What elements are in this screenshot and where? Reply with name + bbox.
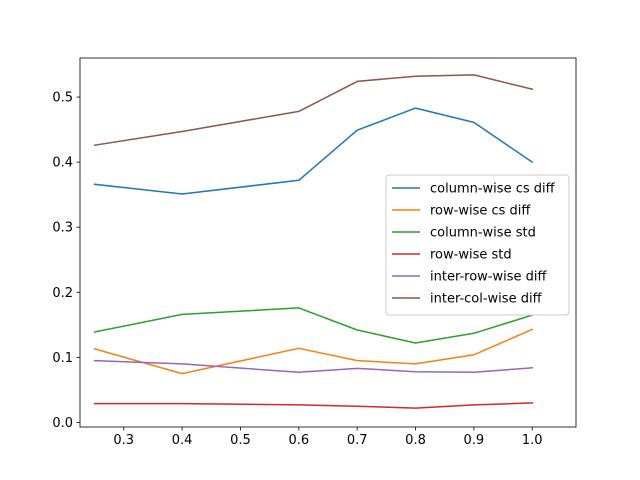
y-tick-label: 0.3 — [52, 221, 73, 236]
y-tick-label: 0.0 — [52, 416, 73, 431]
legend-label-6: inter-col-wise diff — [430, 292, 543, 307]
x-tick-label: 0.5 — [230, 433, 251, 448]
legend-label-5: inter-row-wise diff — [430, 270, 547, 285]
axes-frame — [79, 57, 577, 428]
axes: 0.3 0.4 0.5 0.6 0.7 0.8 0.9 1.0 0.0 0.1 0.2 0.3 0.4 0… — [52, 57, 577, 448]
x-tick-label: 0.4 — [172, 433, 193, 448]
series-line-3 — [93, 307, 534, 344]
x-tick-label: 1.0 — [522, 433, 543, 448]
y-tick-label: 0.2 — [52, 286, 73, 301]
series-line-6 — [93, 74, 534, 147]
y-tick-label: 0.5 — [52, 91, 73, 106]
x-tick-label: 0.9 — [464, 433, 485, 448]
x-tick-label: 0.3 — [113, 433, 134, 448]
series-line-4 — [93, 402, 533, 409]
legend-label-2: row-wise cs diff — [430, 204, 531, 219]
x-tick-label: 0.8 — [405, 433, 426, 448]
y-tick-label: 0.1 — [52, 351, 73, 366]
series-line-1 — [93, 107, 534, 195]
legend-label-4: row-wise std — [430, 248, 512, 263]
legend-label-3: column-wise std — [430, 226, 536, 241]
x-tick-label: 0.6 — [288, 433, 309, 448]
legend-label-1: column-wise cs diff — [430, 182, 556, 197]
series-lines — [93, 74, 534, 409]
x-tick-label: 0.7 — [347, 433, 368, 448]
series-line-2 — [93, 328, 534, 375]
legend-box — [385, 174, 570, 316]
series-line-5 — [93, 359, 534, 374]
y-tick-label: 0.4 — [52, 156, 73, 171]
legend: column-wise cs diff row-wise cs diff colum… — [385, 174, 570, 316]
